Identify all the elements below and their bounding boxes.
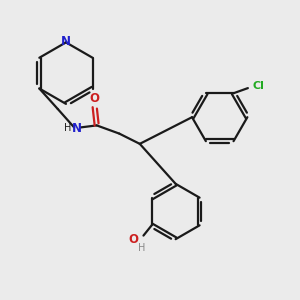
Text: O: O	[128, 233, 138, 246]
Text: H: H	[64, 124, 72, 134]
Text: O: O	[90, 92, 100, 105]
Text: Cl: Cl	[252, 81, 264, 91]
Text: N: N	[61, 35, 71, 48]
Text: N: N	[72, 122, 82, 135]
Text: H: H	[138, 243, 145, 253]
